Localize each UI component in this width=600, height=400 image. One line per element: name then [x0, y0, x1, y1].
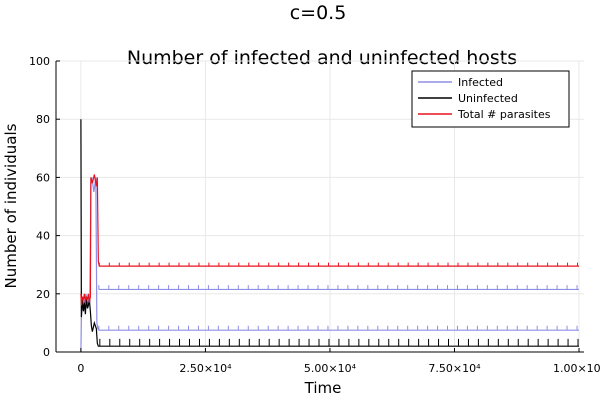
x-tick-label-1: 2.50×10⁴ — [179, 362, 232, 375]
legend-box — [411, 70, 570, 128]
legend-label-2: Total # parasites — [457, 108, 551, 121]
x-tick-label-2: 5.00×10⁴ — [304, 362, 357, 375]
legend-label-1: Uninfected — [458, 92, 518, 105]
x-tick-label-3: 7.50×10⁴ — [428, 362, 481, 375]
series-line-2 — [80, 174, 580, 306]
y-tick-label-5: 100 — [29, 55, 50, 68]
y-tick-label-2: 40 — [36, 230, 50, 243]
y-tick-label-0: 0 — [43, 346, 50, 359]
y-tick-label-3: 60 — [36, 171, 50, 184]
x-axis-label: Time — [304, 379, 342, 397]
series-spikes-2 — [98, 262, 579, 267]
series-spikes-1 — [99, 338, 579, 347]
legend: Infected Uninfected Total # parasites — [411, 70, 570, 128]
plot-area — [80, 119, 580, 353]
ticks: 0 2.50×10⁴ 5.00×10⁴ 7.50×10⁴ 1.00×10⁵ 0 20 40 60… — [29, 55, 600, 375]
y-axis-label: Number of individuals — [2, 123, 20, 288]
axes — [55, 61, 584, 353]
legend-label-0: Infected — [458, 76, 503, 89]
x-tick-label-4: 1.00×10⁵ — [553, 362, 600, 375]
y-tick-label-1: 20 — [36, 288, 50, 301]
chart-title: Number of infected and uninfected hosts — [127, 47, 517, 69]
x-tick-label-0: 0 — [77, 362, 84, 375]
series-upper-spikes-0 — [98, 285, 578, 290]
series-2 — [80, 174, 580, 306]
y-tick-label-4: 80 — [36, 113, 50, 126]
series-spikes-0 — [98, 325, 578, 331]
chart-suptitle: c=0.5 — [290, 2, 347, 24]
